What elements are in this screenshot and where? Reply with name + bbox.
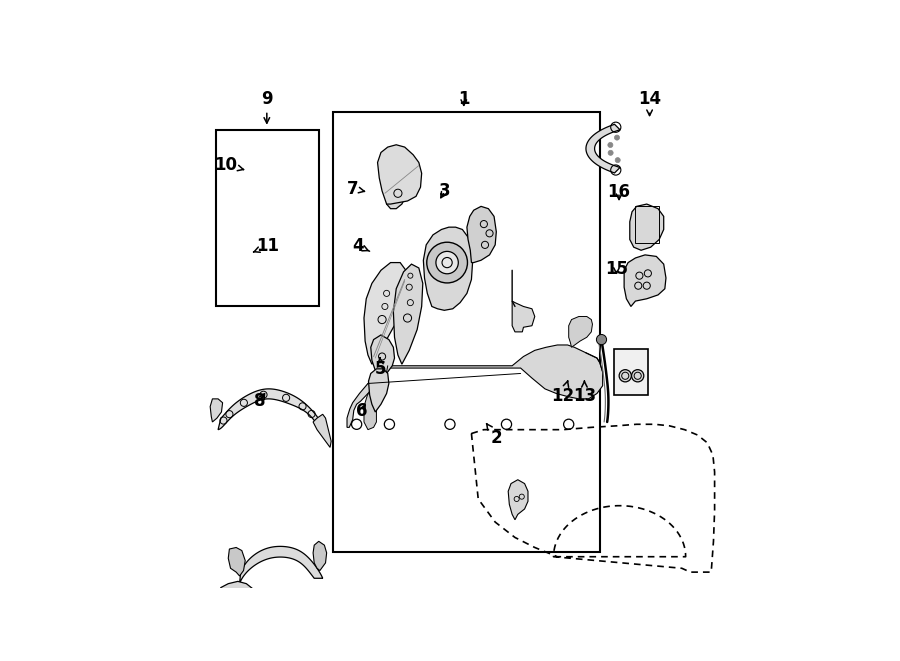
Polygon shape <box>378 145 422 204</box>
Text: 9: 9 <box>261 90 273 123</box>
Text: 16: 16 <box>608 183 631 202</box>
Polygon shape <box>586 124 620 173</box>
Polygon shape <box>217 582 256 630</box>
Text: 3: 3 <box>439 182 451 200</box>
Polygon shape <box>364 262 410 364</box>
Polygon shape <box>512 301 535 332</box>
Polygon shape <box>211 399 222 422</box>
Text: 7: 7 <box>347 180 365 198</box>
Circle shape <box>632 369 644 382</box>
Text: 13: 13 <box>573 381 596 405</box>
Text: 1: 1 <box>458 90 470 108</box>
Circle shape <box>615 135 619 140</box>
Bar <box>216 130 319 306</box>
Text: 8: 8 <box>255 392 266 410</box>
Polygon shape <box>387 176 408 209</box>
Circle shape <box>597 334 607 344</box>
Text: 15: 15 <box>605 260 628 278</box>
Text: 14: 14 <box>638 90 662 116</box>
Text: 11: 11 <box>254 237 279 255</box>
Polygon shape <box>218 389 320 430</box>
Polygon shape <box>467 206 496 262</box>
Polygon shape <box>364 393 376 430</box>
Polygon shape <box>624 255 666 307</box>
Polygon shape <box>239 547 323 584</box>
Text: 2: 2 <box>487 424 503 447</box>
Polygon shape <box>229 547 245 576</box>
Text: 10: 10 <box>214 156 244 174</box>
Polygon shape <box>423 227 473 310</box>
Polygon shape <box>368 369 389 412</box>
Circle shape <box>427 242 467 283</box>
Bar <box>614 349 648 395</box>
Circle shape <box>616 157 620 163</box>
Polygon shape <box>508 480 528 520</box>
Circle shape <box>608 150 613 155</box>
Polygon shape <box>313 541 327 570</box>
Bar <box>333 112 599 552</box>
Polygon shape <box>347 345 603 428</box>
Polygon shape <box>630 204 663 251</box>
Polygon shape <box>371 335 394 378</box>
Polygon shape <box>569 317 592 347</box>
Text: 4: 4 <box>353 237 370 255</box>
Circle shape <box>608 142 613 147</box>
Circle shape <box>619 369 632 382</box>
Text: 12: 12 <box>552 381 574 405</box>
Polygon shape <box>313 414 331 447</box>
Polygon shape <box>393 264 423 364</box>
Circle shape <box>436 251 458 274</box>
Text: 5: 5 <box>375 358 387 379</box>
Bar <box>635 206 659 243</box>
Text: 6: 6 <box>356 402 368 420</box>
